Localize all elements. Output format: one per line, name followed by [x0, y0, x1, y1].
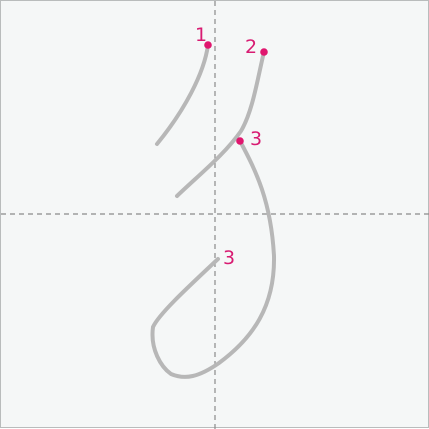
stroke-2-path — [175, 50, 266, 198]
stroke-number-1: 1 — [195, 24, 207, 46]
stroke-number-2: 2 — [245, 36, 257, 58]
stroke-2-start-marker — [260, 48, 268, 56]
stroke-number-3: 3 — [250, 128, 262, 150]
stroke-1-path — [155, 43, 210, 146]
stroke-1-start-marker — [204, 41, 212, 49]
stroke-3-start-marker — [236, 137, 244, 145]
stroke-number-3-secondary: 3 — [223, 247, 235, 269]
stroke-3-path — [150, 139, 277, 379]
